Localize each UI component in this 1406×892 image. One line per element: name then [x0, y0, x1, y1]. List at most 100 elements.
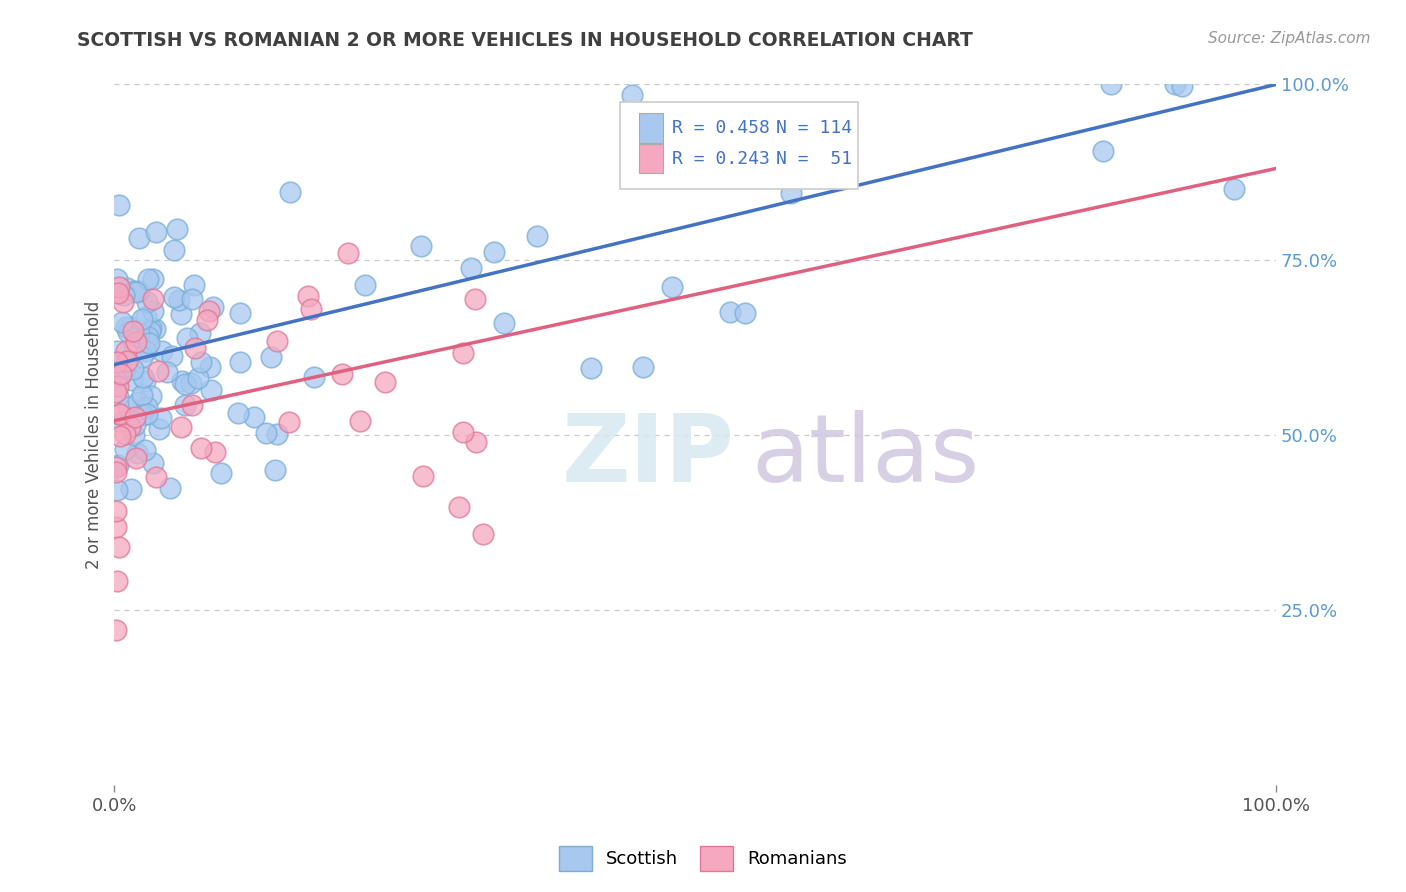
Point — [139, 389, 162, 403]
Point — [181, 292, 204, 306]
Point — [142, 271, 165, 285]
Point — [374, 375, 396, 389]
Point — [122, 338, 145, 352]
Point — [717, 134, 740, 148]
Text: atlas: atlas — [751, 409, 979, 501]
Point — [105, 272, 128, 286]
Point — [159, 481, 181, 495]
Point — [145, 470, 167, 484]
Text: Source: ZipAtlas.com: Source: ZipAtlas.com — [1208, 31, 1371, 46]
Point — [198, 359, 221, 374]
Point — [142, 292, 165, 306]
Point — [772, 117, 794, 131]
Point — [299, 301, 322, 316]
FancyBboxPatch shape — [640, 144, 662, 173]
Point — [302, 370, 325, 384]
Point — [163, 244, 186, 258]
Point — [661, 279, 683, 293]
Point — [117, 400, 139, 414]
Point — [110, 367, 132, 381]
Point — [412, 468, 434, 483]
Point — [125, 334, 148, 349]
Point — [449, 500, 471, 514]
FancyBboxPatch shape — [640, 113, 662, 143]
Point — [114, 442, 136, 457]
Point — [183, 277, 205, 292]
Point — [146, 364, 169, 378]
Point — [125, 285, 148, 300]
Point — [111, 362, 134, 376]
Point — [127, 445, 149, 459]
Point — [260, 350, 283, 364]
Point — [209, 466, 232, 480]
Point — [160, 349, 183, 363]
Point — [170, 420, 193, 434]
Point — [132, 369, 155, 384]
Point — [135, 400, 157, 414]
Point — [134, 442, 156, 457]
Point — [254, 425, 277, 440]
Point — [703, 128, 725, 142]
Point — [107, 285, 129, 300]
Point — [337, 246, 360, 260]
Point — [166, 222, 188, 236]
Point — [118, 420, 141, 434]
Point — [122, 362, 145, 376]
Point — [135, 310, 157, 325]
Point — [243, 410, 266, 425]
Point — [195, 313, 218, 327]
Point — [114, 426, 136, 441]
Point — [226, 406, 249, 420]
Point — [815, 135, 838, 149]
Point — [264, 462, 287, 476]
Point — [111, 294, 134, 309]
Point — [125, 451, 148, 466]
Point — [184, 341, 207, 355]
Point — [104, 504, 127, 518]
Text: R = 0.458: R = 0.458 — [672, 119, 770, 136]
Point — [460, 261, 482, 276]
Point — [131, 388, 153, 402]
Point — [156, 365, 179, 379]
Point — [229, 306, 252, 320]
Text: N = 114: N = 114 — [776, 119, 852, 136]
Point — [136, 329, 159, 343]
Point — [148, 422, 170, 436]
Point — [117, 353, 139, 368]
Point — [122, 285, 145, 299]
Point — [330, 367, 353, 381]
Point — [411, 239, 433, 253]
Point — [174, 376, 197, 391]
Point — [482, 245, 505, 260]
Point — [229, 354, 252, 368]
Point — [143, 321, 166, 335]
Point — [117, 326, 139, 340]
Point — [465, 435, 488, 450]
Point — [108, 407, 131, 421]
Point — [105, 520, 128, 534]
Point — [779, 186, 801, 201]
Point — [1223, 181, 1246, 195]
Point — [104, 465, 127, 479]
Point — [142, 303, 165, 318]
Point — [277, 415, 299, 429]
Point — [349, 414, 371, 428]
Point — [132, 409, 155, 423]
Point — [115, 344, 138, 359]
Point — [198, 304, 221, 318]
Point — [631, 359, 654, 374]
Point — [167, 293, 190, 307]
Point — [108, 370, 131, 384]
Point — [579, 360, 602, 375]
Point — [107, 458, 129, 472]
Point — [200, 383, 222, 397]
Point — [174, 398, 197, 412]
Point — [734, 306, 756, 320]
Point — [136, 271, 159, 285]
Point — [139, 321, 162, 335]
Point — [190, 441, 212, 455]
Point — [145, 225, 167, 239]
Point — [718, 305, 741, 319]
Point — [494, 316, 516, 330]
Point — [120, 319, 142, 334]
